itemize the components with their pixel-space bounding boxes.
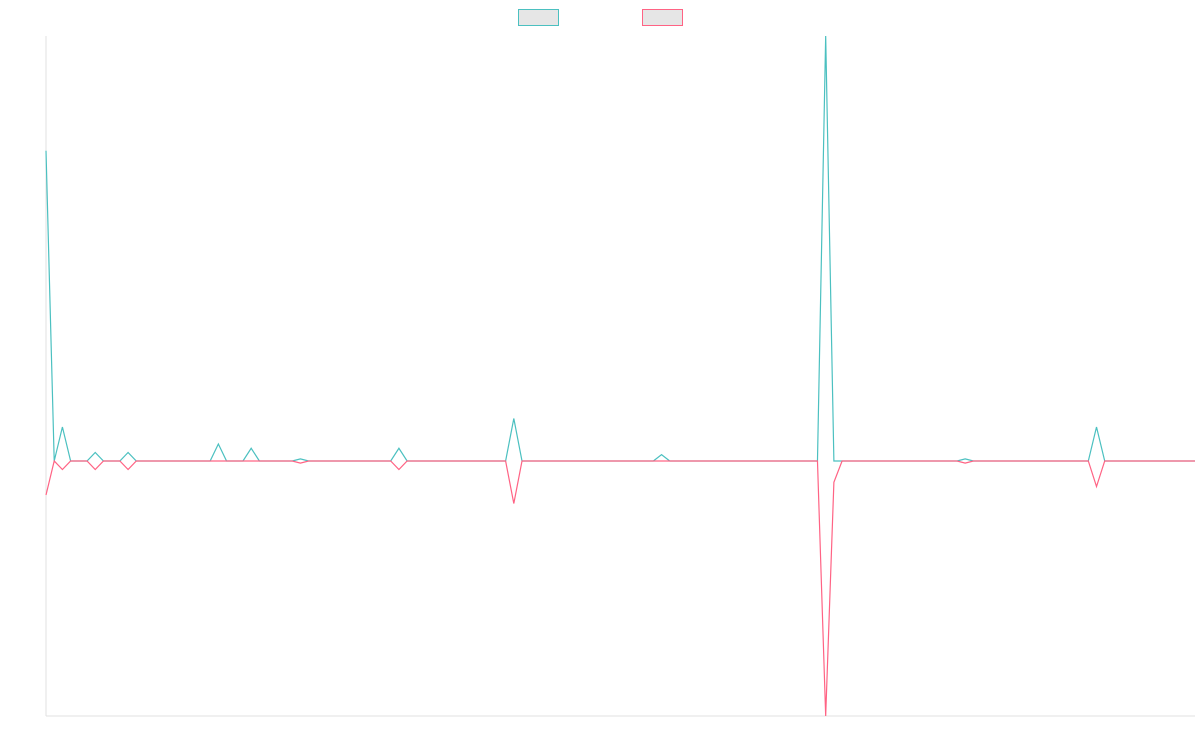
line-series [45,459,1195,717]
legend-swatch [642,9,683,26]
line-series [45,35,1195,462]
legend-swatch [518,9,559,26]
